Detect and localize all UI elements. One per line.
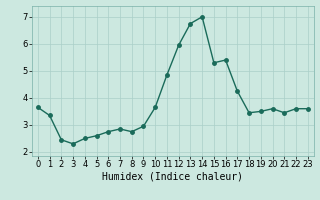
X-axis label: Humidex (Indice chaleur): Humidex (Indice chaleur) — [102, 172, 243, 182]
